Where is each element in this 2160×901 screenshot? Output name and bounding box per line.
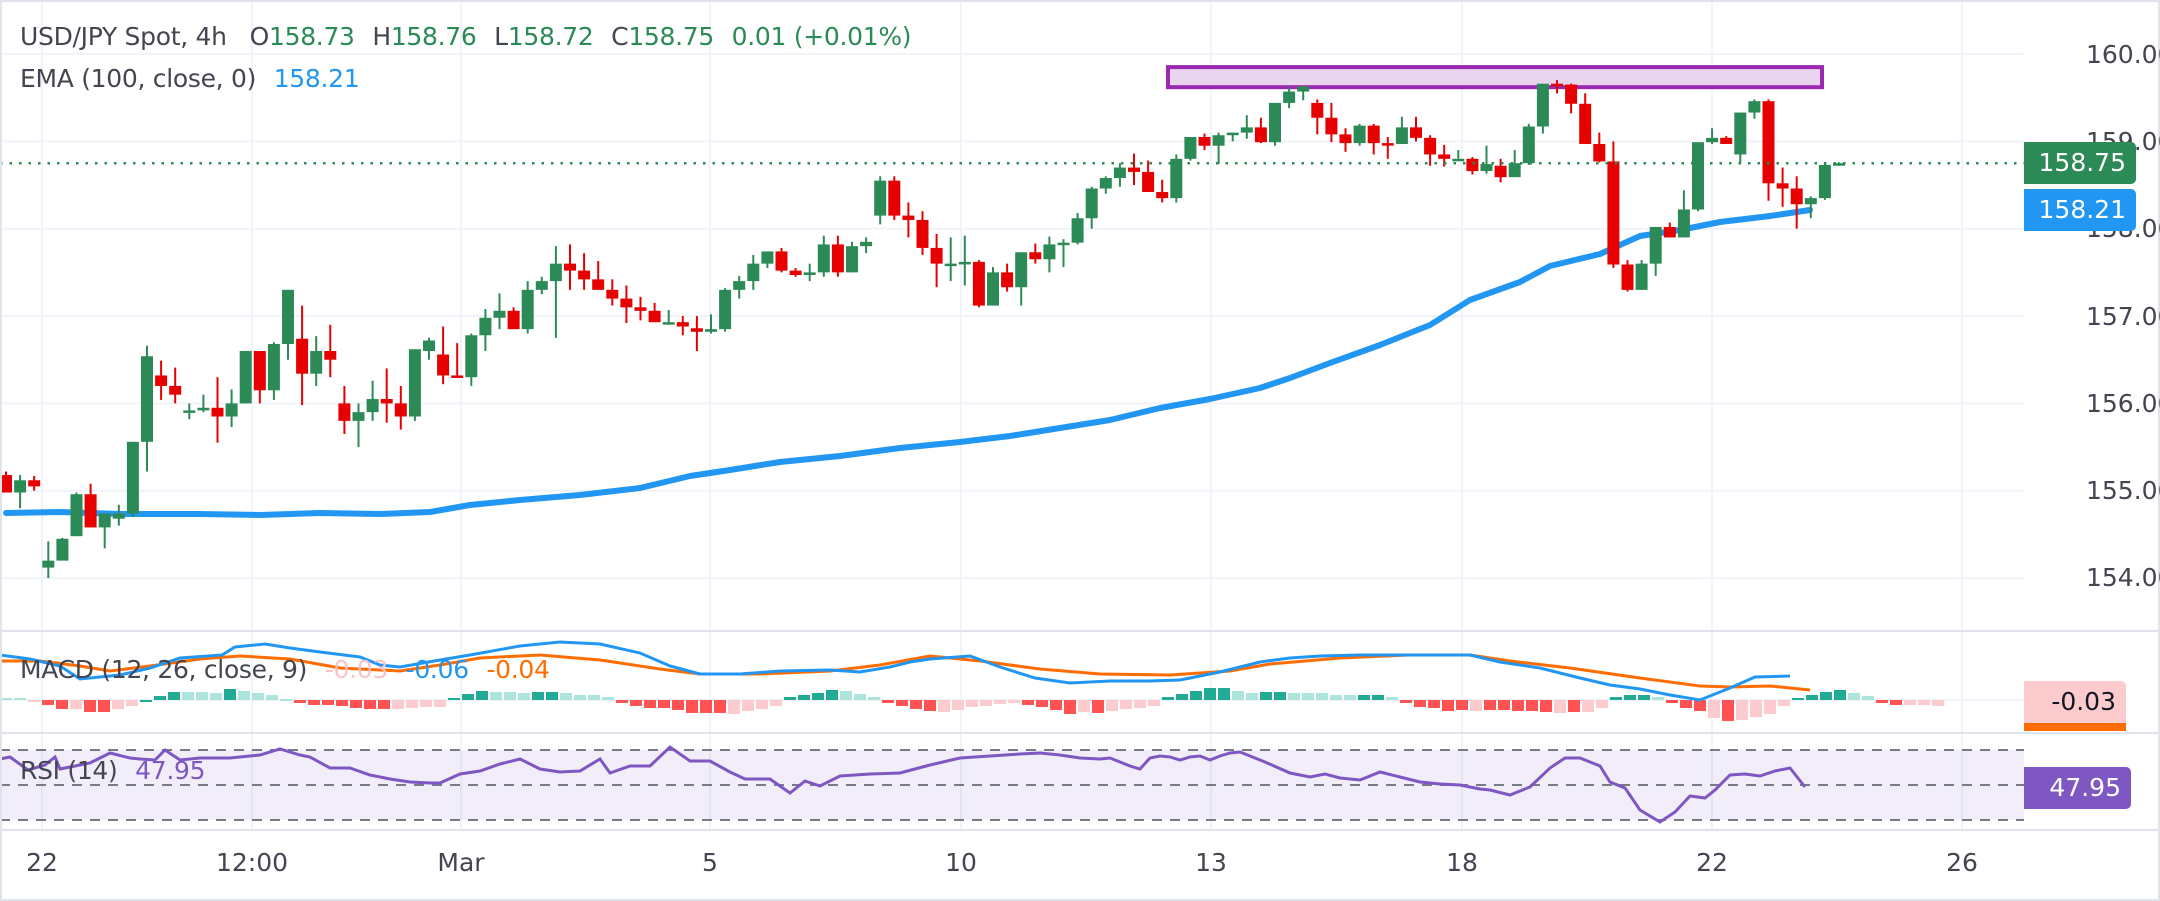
grid-lines <box>0 0 2024 830</box>
price-tick: 160.00 <box>2086 40 2160 69</box>
time-tick: 12:00 <box>215 848 289 877</box>
macd-legend: MACD (12, 26, close, 9) -0.03 -0.06 -0.0… <box>20 655 560 684</box>
time-tick: 13 <box>1195 848 1227 877</box>
ema-legend-label: EMA (100, close, 0) <box>20 64 257 93</box>
high-label: H <box>372 22 391 51</box>
open-value: 158.73 <box>268 22 355 51</box>
rsi-legend: RSI (14) 47.95 <box>20 756 215 785</box>
rsi-legend-value: 47.95 <box>135 756 206 785</box>
time-tick: 5 <box>702 848 718 877</box>
change-value: 0.01 (+0.01%) <box>731 22 912 51</box>
ema-price-tag: 158.21 <box>2024 189 2136 231</box>
macd-histogram <box>0 688 1944 721</box>
time-tick: 26 <box>1946 848 1978 877</box>
symbol-title: USD/JPY Spot, 4h <box>20 22 227 51</box>
time-tick: Mar <box>437 848 485 877</box>
close-value: 158.75 <box>628 22 714 51</box>
ema-line <box>3 207 1813 518</box>
price-tick: 157.00 <box>2086 302 2160 331</box>
price-tick: 156.00 <box>2086 389 2160 418</box>
candlesticks <box>0 80 1845 579</box>
price-tick: 155.00 <box>2086 476 2160 505</box>
macd-value: -0.06 <box>405 655 469 684</box>
macd-histogram-value: -0.03 <box>324 655 388 684</box>
resistance-zone <box>1166 65 1824 90</box>
time-tick: 18 <box>1446 848 1478 877</box>
low-label: L <box>494 22 508 51</box>
time-tick: 22 <box>26 848 58 877</box>
rsi-line <box>0 745 1807 824</box>
time-tick: 10 <box>945 848 977 877</box>
last-price-tag: 158.75 <box>2024 142 2136 184</box>
price-tick: 154.00 <box>2086 563 2160 592</box>
low-value: 158.72 <box>507 22 594 51</box>
high-value: 158.76 <box>390 22 477 51</box>
rsi-value-tag: 47.95 <box>2024 767 2131 809</box>
macd-legend-label: MACD (12, 26, close, 9) <box>20 655 308 684</box>
macd-tag-bar <box>2024 723 2126 731</box>
macd-signal-value: -0.04 <box>486 655 550 684</box>
close-label: C <box>611 22 629 51</box>
time-tick: 22 <box>1696 848 1728 877</box>
open-label: O <box>249 22 270 51</box>
ema-legend-value: 158.21 <box>273 64 360 93</box>
macd-line <box>0 640 1791 702</box>
ema-legend: EMA (100, close, 0) 158.21 <box>20 64 369 93</box>
rsi-legend-label: RSI (14) <box>20 756 118 785</box>
price-axis[interactable]: 160.00 159.00 158.00 157.00 156.00 155.0… <box>2024 0 2160 830</box>
symbol-legend: USD/JPY Spot, 4h O158.73 H158.76 L158.72… <box>20 22 921 51</box>
macd-signal-line <box>0 653 1811 692</box>
time-axis[interactable]: 22 12:00 Mar 5 10 13 18 22 26 <box>0 830 2024 900</box>
macd-value-tag: -0.03 <box>2024 681 2126 723</box>
